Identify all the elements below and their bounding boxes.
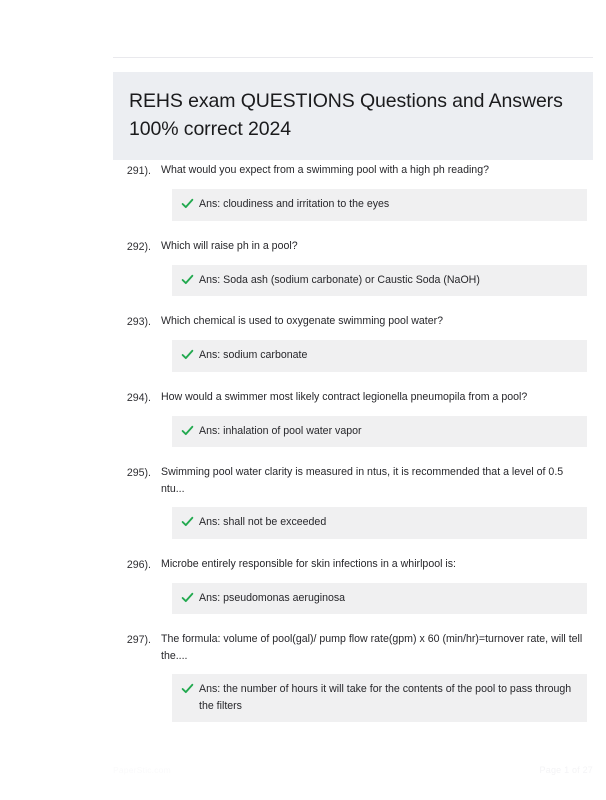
question-text: Which chemical is used to oxygenate swim… <box>161 315 444 327</box>
answer-text: Ans: Soda ash (sodium carbonate) or Caus… <box>199 273 480 286</box>
answer-text: Ans: shall not be exceeded <box>199 516 327 528</box>
page-footer: PaperStic.com Page 1 of 27 <box>113 765 593 775</box>
question-number: 296). <box>126 558 151 571</box>
qa-item: 297). The formula: volume of pool(gal)/ p… <box>113 631 593 722</box>
answer-box: Ans: shall not be exceeded <box>172 507 587 539</box>
document-page: REHS exam QUESTIONS Questions and Answer… <box>50 0 593 800</box>
question-row: 296). Microbe entirely responsible for sk… <box>113 556 593 573</box>
answer-text: Ans: inhalation of pool water vapor <box>199 424 362 437</box>
check-icon <box>181 591 194 604</box>
answer-box: Ans: cloudiness and irritation to the ey… <box>172 189 587 221</box>
check-icon <box>181 515 194 528</box>
question-text: What would you expect from a swimming po… <box>161 164 489 176</box>
check-icon <box>181 348 194 361</box>
document-title-banner: REHS exam QUESTIONS Questions and Answer… <box>113 72 593 160</box>
check-icon <box>181 682 194 695</box>
answer-box: Ans: sodium carbonate <box>172 340 587 372</box>
check-icon <box>181 424 194 437</box>
question-row: 297). The formula: volume of pool(gal)/ p… <box>113 631 593 664</box>
qa-item: 296). Microbe entirely responsible for sk… <box>113 556 593 614</box>
check-icon <box>181 197 194 210</box>
question-text: Microbe entirely responsible for skin in… <box>161 557 456 570</box>
question-number: 295). <box>126 467 151 479</box>
answer-box: Ans: Soda ash (sodium carbonate) or Caus… <box>172 264 587 296</box>
page-title: REHS exam QUESTIONS Questions and Answer… <box>129 90 563 141</box>
qa-item: 291). What would you expect from a swimmi… <box>113 162 593 221</box>
question-number: 297). <box>126 634 151 646</box>
question-number: 293). <box>126 316 151 328</box>
answer-box: Ans: inhalation of pool water vapor <box>172 415 587 447</box>
question-row: 292). Which will raise ph in a pool? <box>113 238 593 255</box>
answer-text: Ans: the number of hours it will take fo… <box>199 683 572 712</box>
question-number: 294). <box>126 391 151 404</box>
footer-page-number: Page 1 of 27 <box>539 765 593 775</box>
check-icon <box>181 273 194 286</box>
qa-item: 292). Which will raise ph in a pool? Ans: … <box>113 238 593 296</box>
answer-box: Ans: the number of hours it will take fo… <box>172 674 587 722</box>
question-number: 292). <box>126 240 151 253</box>
question-number: 291). <box>126 165 151 177</box>
answer-text: Ans: sodium carbonate <box>199 349 308 361</box>
question-row: 293). Which chemical is used to oxygenate… <box>113 313 593 330</box>
answer-box: Ans: pseudomonas aeruginosa <box>172 582 587 614</box>
answer-text: Ans: cloudiness and irritation to the ey… <box>199 198 390 210</box>
qa-item: 294). How would a swimmer most likely con… <box>113 389 593 447</box>
question-row: 294). How would a swimmer most likely con… <box>113 389 593 406</box>
question-text: How would a swimmer most likely contract… <box>161 390 528 403</box>
question-answer-list: 291). What would you expect from a swimmi… <box>113 162 593 739</box>
question-row: 291). What would you expect from a swimmi… <box>113 162 593 179</box>
answer-text: Ans: pseudomonas aeruginosa <box>199 591 346 604</box>
question-text: Which will raise ph in a pool? <box>161 239 298 252</box>
footer-watermark: PaperStic.com <box>113 765 171 775</box>
qa-item: 295). Swimming pool water clarity is meas… <box>113 464 593 539</box>
question-text: Swimming pool water clarity is measured … <box>161 466 564 495</box>
question-text: The formula: volume of pool(gal)/ pump f… <box>161 633 583 662</box>
header-divider <box>113 57 593 58</box>
question-row: 295). Swimming pool water clarity is meas… <box>113 464 593 497</box>
qa-item: 293). Which chemical is used to oxygenate… <box>113 313 593 372</box>
